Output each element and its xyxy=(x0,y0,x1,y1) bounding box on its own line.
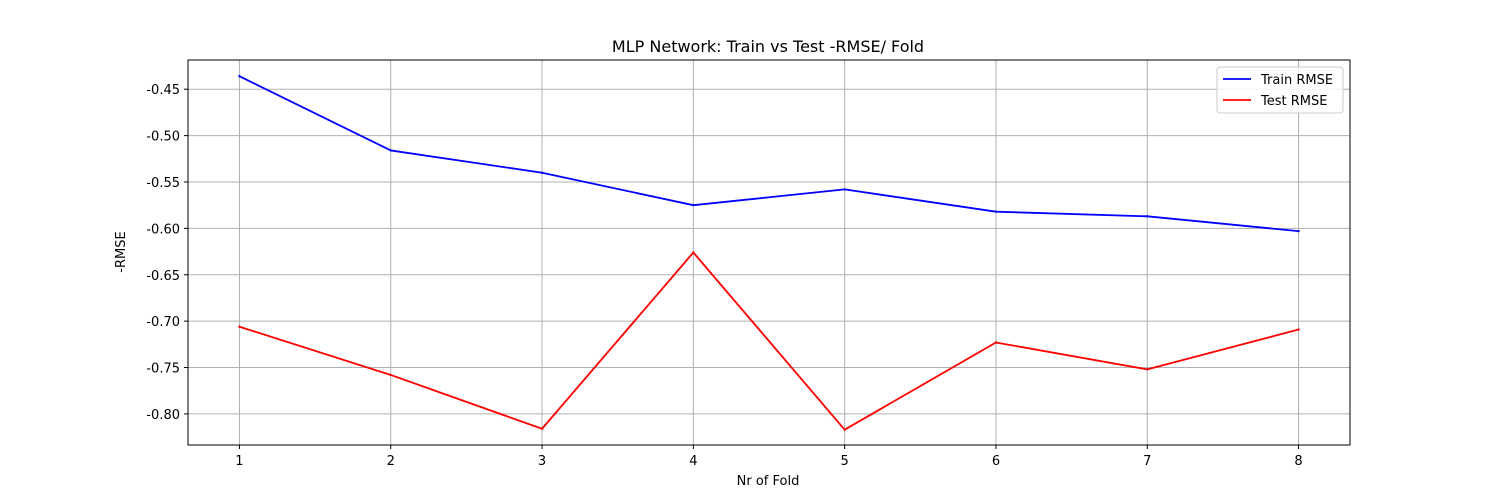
x-axis-label: Nr of Fold xyxy=(737,474,800,489)
series-1-point xyxy=(389,373,392,377)
series-1-point xyxy=(540,427,544,430)
y-tick-label: -0.70 xyxy=(146,315,180,330)
series-1-point xyxy=(994,341,998,344)
y-tick-label: -0.60 xyxy=(146,222,180,237)
series-0-point xyxy=(389,149,392,152)
grid-lines xyxy=(188,60,1350,445)
y-tick-label: -0.50 xyxy=(146,130,180,145)
x-tick-label: 1 xyxy=(235,454,243,469)
y-axis: -0.45 -0.50 -0.55 -0.60 -0.65 -0.70 -0.75 -0.80 xyxy=(146,83,188,423)
series-1-point xyxy=(1146,368,1149,371)
series-line-0 xyxy=(239,75,1299,233)
legend: Train RMSE Test RMSE xyxy=(1216,66,1344,114)
y-axis-label: -RMSE xyxy=(114,231,129,272)
y-tick-label: -0.65 xyxy=(146,269,180,284)
x-axis: 1 2 3 4 5 6 7 8 xyxy=(235,445,1303,469)
legend-label-train: Train RMSE xyxy=(1260,73,1333,88)
legend-label-test: Test RMSE xyxy=(1260,94,1327,109)
series-0-point xyxy=(692,203,695,207)
x-tick-label: 8 xyxy=(1294,454,1302,469)
x-tick-label: 3 xyxy=(538,454,546,469)
x-tick-label: 5 xyxy=(841,454,849,469)
y-tick-label: -0.80 xyxy=(146,408,180,423)
series-1-point xyxy=(692,251,695,254)
y-tick-label: -0.45 xyxy=(146,83,180,98)
series-0-point xyxy=(843,188,846,191)
series-0-point xyxy=(238,75,241,78)
series-0-point xyxy=(994,210,998,213)
series-line-1 xyxy=(239,251,1299,431)
plot-frame xyxy=(187,59,1351,446)
series-0-point xyxy=(1146,215,1149,218)
series-0-point xyxy=(540,171,544,174)
x-tick-label: 7 xyxy=(1143,454,1151,469)
chart-title: MLP Network: Train vs Test -RMSE/ Fold xyxy=(612,37,924,56)
series-layer xyxy=(238,75,1300,431)
series-0-point xyxy=(1297,229,1300,233)
y-tick-label: -0.75 xyxy=(146,362,180,377)
y-tick-label: -0.55 xyxy=(146,176,180,191)
x-tick-label: 2 xyxy=(387,454,395,469)
series-1-point xyxy=(843,428,846,431)
x-tick-label: 4 xyxy=(689,454,697,469)
series-1-point xyxy=(1297,328,1300,331)
series-1-point xyxy=(238,325,241,328)
x-tick-label: 6 xyxy=(992,454,1000,469)
